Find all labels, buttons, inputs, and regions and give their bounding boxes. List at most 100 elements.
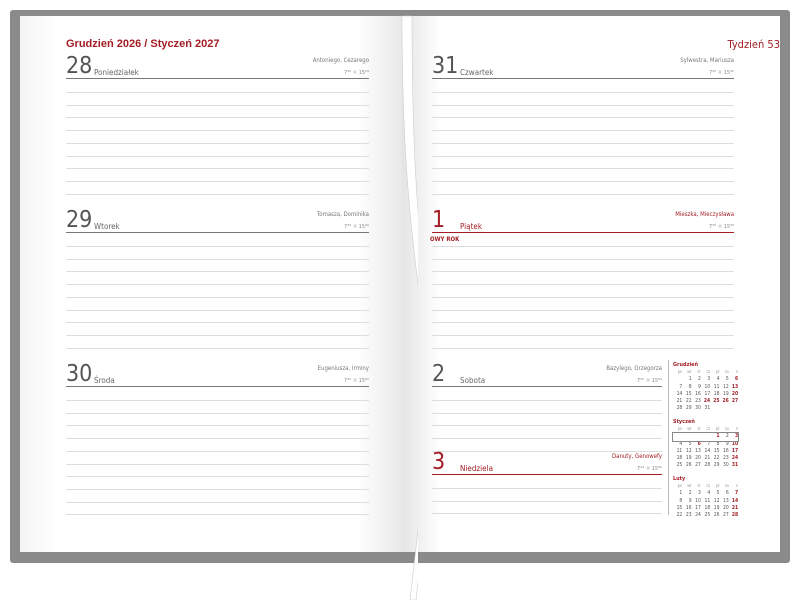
day-number: 30	[66, 361, 93, 387]
ruled-line	[432, 296, 734, 298]
calendar-date: 8	[688, 383, 692, 390]
day-underline	[432, 232, 734, 233]
calendar-date: 12	[723, 383, 729, 390]
calendar-date: 13	[731, 383, 739, 390]
sunrise: 7⁴⁵	[344, 70, 352, 76]
mini-calendar-title: Grudzień	[673, 362, 699, 368]
day-header: 31 Czwartek Sylwestra, Mariusza 7⁴⁵ ☼ 15³²	[432, 55, 734, 79]
ruled-line	[432, 193, 734, 195]
calendar-date	[673, 376, 682, 383]
sunset: 15³⁴	[651, 378, 662, 384]
sun-times: 7⁴⁵ ☼ 15²⁹	[344, 70, 369, 76]
weekday-label: śr	[697, 483, 701, 488]
weekday-label: śr	[697, 426, 701, 431]
calendar-date: 13	[723, 497, 729, 504]
name-days: Danuty, Genowefy	[612, 453, 662, 460]
sunset: 15³³	[723, 224, 734, 230]
calendar-divider	[668, 360, 669, 515]
calendar-date: 13	[695, 447, 701, 454]
calendar-date: 3	[698, 490, 701, 497]
calendar-date	[729, 405, 738, 412]
calendar-date: 30	[723, 462, 729, 469]
calendar-date: 1	[716, 433, 720, 440]
calendar-date: 5	[688, 440, 692, 447]
calendar-date: 6	[697, 440, 701, 447]
ruled-line	[66, 463, 369, 465]
calendar-date: 20	[731, 390, 739, 397]
day-number: 29	[66, 207, 93, 233]
weekday-label: cz	[706, 426, 711, 431]
calendar-date: 15	[713, 447, 720, 454]
mini-calendar-title: Luty	[673, 476, 686, 482]
calendar-date: 10	[695, 497, 701, 504]
week-row: 14 15 16 17 18 19 20	[673, 390, 739, 398]
calendar-date: 19	[685, 455, 692, 462]
calendar-date: 26	[722, 398, 729, 405]
calendar-date: 1	[679, 490, 683, 497]
name-days: Mieszka, Mieczysława	[675, 211, 734, 218]
day-name: Niedziela	[460, 464, 493, 473]
day-underline	[432, 474, 662, 475]
bookmark-ribbon[interactable]	[400, 14, 418, 600]
calendar-date: 9	[688, 497, 692, 504]
calendar-date: 4	[716, 376, 720, 383]
weekday-row: pn wt śr cz pt so n	[673, 369, 738, 376]
sunset: 15³⁶	[651, 466, 662, 472]
weekday-label: pt	[715, 369, 720, 374]
calendar-date: 10	[731, 440, 739, 447]
sunset: 15³¹	[358, 378, 369, 384]
sunset: 15³⁰	[358, 224, 369, 230]
sunrise: 7⁴⁴	[637, 466, 645, 472]
ruled-line	[66, 142, 369, 144]
ruled-line	[432, 104, 734, 106]
sunset: 15²⁹	[358, 70, 369, 76]
ruled-line	[66, 180, 369, 182]
calendar-date: 12	[713, 497, 720, 504]
day-name: Piątek	[460, 222, 482, 231]
ruled-line	[66, 514, 369, 516]
ruled-line	[432, 450, 662, 452]
calendar-date: 18	[704, 504, 711, 511]
ruled-line	[432, 155, 734, 157]
ruled-line	[66, 284, 369, 286]
calendar-date: 24	[703, 398, 711, 405]
day-underline	[432, 78, 734, 79]
ruled-line	[432, 271, 734, 273]
calendar-date: 23	[723, 455, 729, 462]
week-row: 22 23 24 25 26 27 28	[673, 512, 739, 519]
sunrise: 7⁴⁵	[344, 224, 352, 230]
day-number: 2	[432, 361, 446, 387]
ruled-line	[66, 258, 369, 260]
ruled-line	[432, 425, 662, 427]
calendar-date: 30	[695, 405, 701, 412]
weekday-row: pn wt śr cz pt so n	[673, 426, 738, 433]
day-header: 1 Piątek Mieszka, Mieczysława 7⁴⁵ ☼ 15³³	[432, 209, 734, 233]
ruled-line	[432, 347, 734, 349]
ruled-line	[66, 309, 369, 311]
calendar-date: 20	[723, 504, 729, 511]
week-row: 15 16 17 18 19 20 21	[673, 504, 739, 512]
day-name: Sobota	[460, 376, 486, 385]
weekday-label: n	[735, 426, 739, 431]
weekday-label: pt	[715, 426, 720, 431]
calendar-date: 11	[704, 497, 711, 504]
day-header: 2 Sobota Bazylego, Grzegorza 7⁴⁵ ☼ 15³⁴	[432, 361, 662, 387]
calendar-date: 26	[685, 462, 692, 469]
day-name: Środa	[94, 376, 115, 385]
weekday-label: n	[735, 369, 739, 374]
name-days: Tomasza, Dominika	[317, 211, 369, 218]
ruled-line	[432, 284, 734, 286]
ruled-line	[432, 334, 734, 336]
calendar-date: 22	[685, 398, 692, 405]
day-number: 3	[432, 449, 446, 475]
week-row: 25 26 27 28 29 30 31	[673, 462, 739, 469]
ruled-line	[66, 322, 369, 324]
day-name: Wtorek	[94, 222, 120, 231]
sun-times: 7⁴⁵ ☼ 15³⁴	[637, 378, 662, 384]
calendar-date: 3	[734, 433, 739, 440]
calendar-date: 18	[713, 390, 720, 397]
calendar-date: 10	[704, 383, 711, 390]
calendar-date: 9	[725, 440, 729, 447]
